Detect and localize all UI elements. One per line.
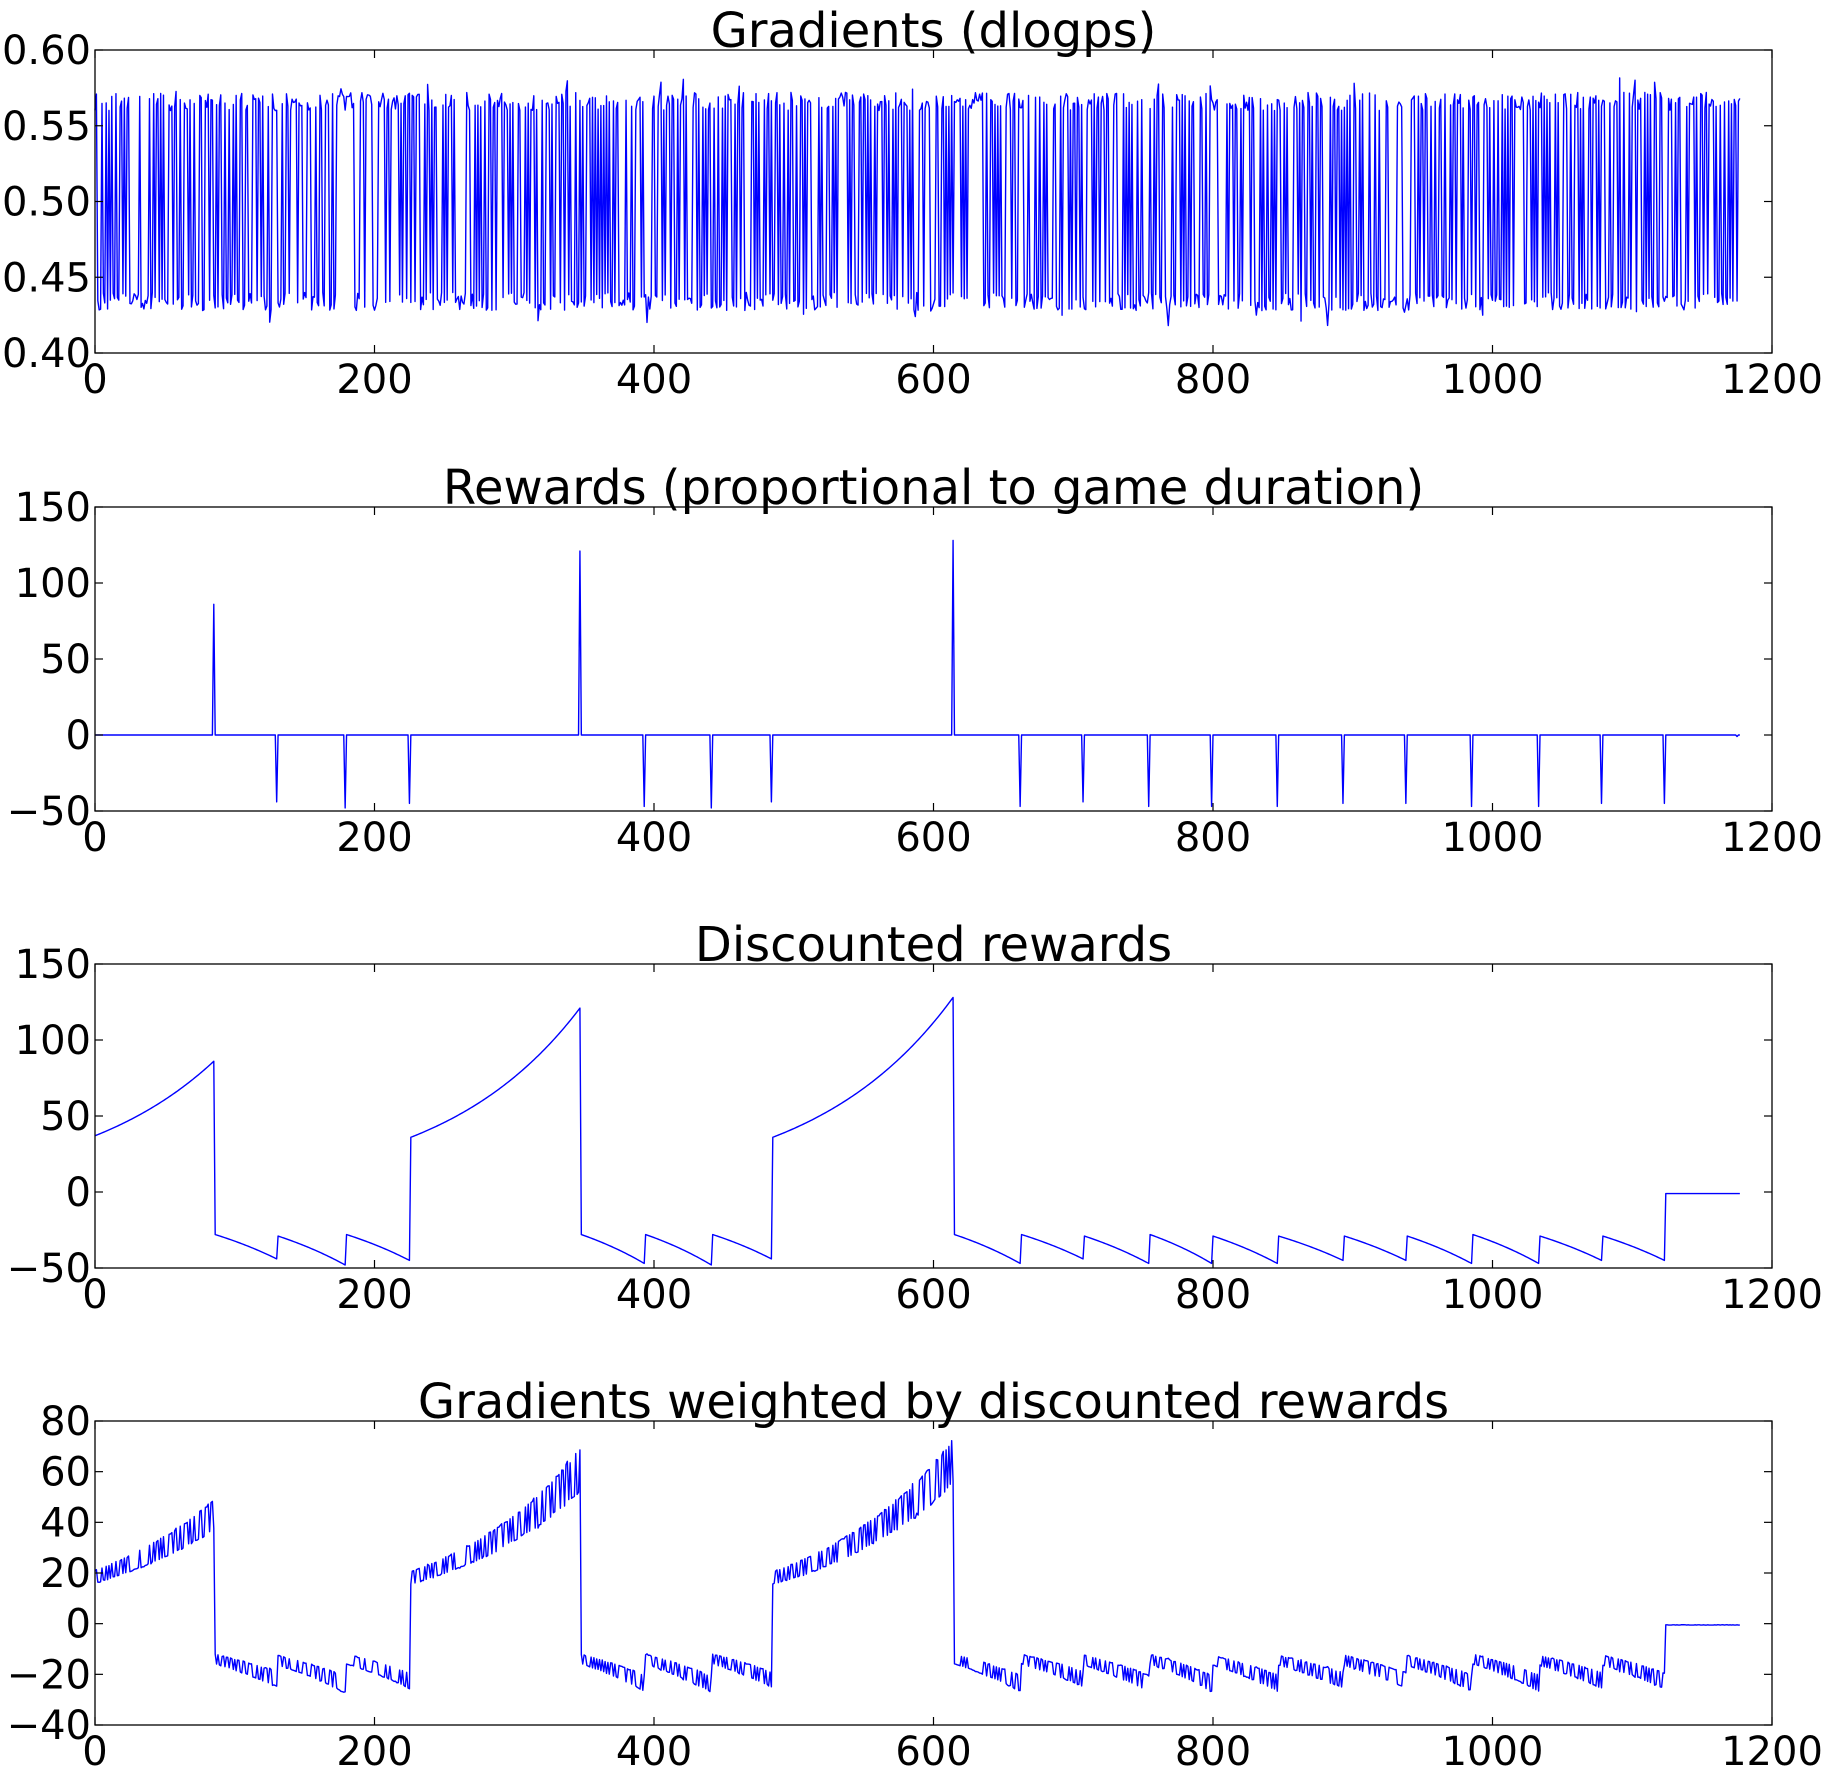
x-tick-label: 400	[616, 357, 692, 403]
y-tick-label: 100	[15, 561, 91, 607]
x-tick-label: 800	[1175, 1272, 1251, 1318]
y-tick-label: 150	[15, 485, 91, 531]
x-tick-label: 1000	[1442, 1729, 1544, 1774]
y-tick-label: −40	[7, 1703, 91, 1749]
chart-title: Gradients (dlogps)	[711, 3, 1157, 59]
x-tick-label: 800	[1175, 815, 1251, 861]
x-tick-label: 400	[616, 815, 692, 861]
chart-title: Rewards (proportional to game duration)	[443, 460, 1424, 516]
plot-frame	[94, 49, 1773, 354]
x-tick-label: 1200	[1721, 357, 1823, 403]
x-tick-label: 800	[1175, 1729, 1251, 1774]
x-tick-label: 600	[895, 357, 971, 403]
y-tick-label: 0	[66, 713, 91, 759]
y-tick-label: 80	[40, 1399, 91, 1445]
y-tick-label: 0.40	[2, 331, 91, 377]
x-tick-label: 1200	[1721, 1272, 1823, 1318]
x-tick-label: 600	[895, 815, 971, 861]
y-tick-label: 60	[40, 1450, 91, 1496]
x-tick-label: 1000	[1442, 357, 1544, 403]
x-tick-label: 200	[336, 815, 412, 861]
x-tick-label: 1200	[1721, 1729, 1823, 1774]
x-tick-label: 400	[616, 1729, 692, 1774]
weighted-gradients-line	[94, 1439, 1740, 1693]
x-tick-label: 600	[895, 1272, 971, 1318]
x-tick-label: 1200	[1721, 815, 1823, 861]
chart-title: Discounted rewards	[695, 917, 1172, 973]
x-tick-label: 1000	[1442, 1272, 1544, 1318]
rewards-line	[95, 539, 1740, 809]
y-tick-label: −50	[7, 789, 91, 835]
y-tick-label: 150	[15, 942, 91, 988]
y-tick-label: −20	[7, 1652, 91, 1698]
x-tick-label: 0	[82, 1272, 107, 1318]
x-tick-label: 0	[82, 1729, 107, 1774]
chart-gradients: 0 200 400 600 800 1000 1200 0.40 0.45 0.50 0.55 0.6…	[2, 3, 1823, 403]
y-tick-label: 0.60	[2, 28, 91, 74]
gradients-line	[94, 77, 1741, 327]
x-tick-label: 200	[336, 1272, 412, 1318]
y-tick-label: 50	[40, 637, 91, 683]
plot-frame	[94, 963, 1773, 1269]
x-tick-label: 200	[336, 357, 412, 403]
y-tick-label: 50	[40, 1094, 91, 1140]
x-tick-label: 800	[1175, 357, 1251, 403]
x-tick-label: 0	[82, 357, 107, 403]
chart-title: Gradients weighted by discounted rewards	[418, 1374, 1449, 1430]
y-tick-label: 0.55	[2, 104, 91, 150]
x-tick-label: 600	[895, 1729, 971, 1774]
y-tick-label: −50	[7, 1246, 91, 1292]
plot-frame	[94, 1420, 1773, 1726]
x-tick-label: 1000	[1442, 815, 1544, 861]
y-tick-label: 0	[66, 1602, 91, 1648]
y-tick-label: 40	[40, 1500, 91, 1546]
y-tick-label: 0.50	[2, 180, 91, 226]
x-tick-label: 400	[616, 1272, 692, 1318]
y-tick-label: 0	[66, 1170, 91, 1216]
x-tick-label: 0	[82, 815, 107, 861]
x-tick-label: 200	[336, 1729, 412, 1774]
discounted-rewards-line	[94, 996, 1740, 1266]
y-tick-label: 20	[40, 1551, 91, 1597]
y-tick-label: 0.45	[2, 255, 91, 301]
y-tick-label: 100	[15, 1018, 91, 1064]
